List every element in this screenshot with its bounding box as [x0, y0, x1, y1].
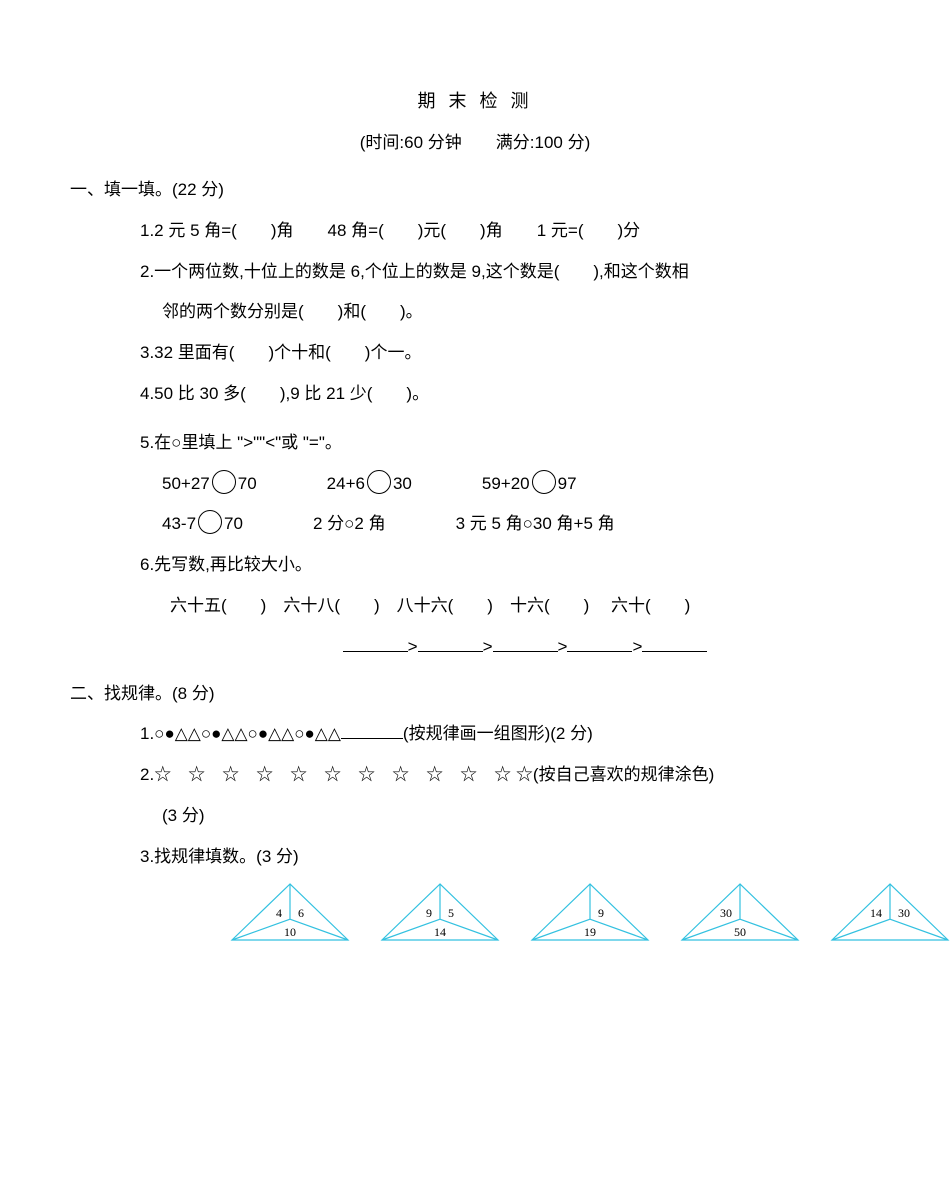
q2-1-tail: (按规律画一组图形)(2 分): [403, 724, 593, 743]
svg-text:9: 9: [598, 906, 604, 920]
q2-1: 1.○●△△○●△△○●△△○●△△ (按规律画一组图形)(2 分): [70, 714, 880, 755]
q1-1: 1.2 元 5 角=( )角 48 角=( )元( )角 1 元=( )分: [70, 211, 880, 252]
cmp-right: 97: [558, 474, 577, 493]
svg-text:19: 19: [584, 925, 596, 939]
svg-text:4: 4: [276, 906, 282, 920]
section-1-header: 一、填一填。(22 分): [70, 170, 880, 211]
cmp-item: 24+6 30: [327, 464, 412, 505]
q1-5: 5.在○里填上 ">""<"或 "="。: [70, 423, 880, 464]
q1-5-row2: 43-7 70 2 分○2 角 3 元 5 角○30 角+5 角: [70, 504, 880, 545]
page-title: 期 末 检 测: [70, 80, 880, 123]
svg-text:9: 9: [426, 906, 432, 920]
page-subtitle: (时间:60 分钟 满分:100 分): [70, 123, 880, 164]
compare-circle: [532, 470, 556, 494]
blank-line: [642, 634, 707, 652]
section-1: 一、填一填。(22 分) 1.2 元 5 角=( )角 48 角=( )元( )…: [70, 170, 880, 668]
triangle-icon: 14 30: [830, 882, 950, 942]
compare-circle: [212, 470, 236, 494]
q1-6: 6.先写数,再比较大小。: [70, 545, 880, 586]
compare-circle: [367, 470, 391, 494]
cmp-item: 43-7 70: [162, 504, 243, 545]
q1-2a: 2.一个两位数,十位上的数是 6,个位上的数是 9,这个数是( ),和这个数相: [70, 252, 880, 293]
q2-2-points: (3 分): [70, 796, 880, 837]
q2-3: 3.找规律填数。(3 分): [70, 837, 880, 878]
svg-text:50: 50: [734, 925, 746, 939]
cmp-item: 3 元 5 角○30 角+5 角: [456, 504, 615, 545]
svg-text:30: 30: [720, 906, 732, 920]
pattern-shapes: 1.○●△△○●△△○●△△○●△△: [140, 724, 341, 743]
triangle-item: 3050: [680, 882, 800, 942]
q1-2b: 邻的两个数分别是( )和( )。: [70, 292, 880, 333]
blank-line: [493, 634, 558, 652]
cmp-left: 50+27: [162, 474, 210, 493]
cmp-right: 70: [224, 514, 243, 533]
triangle-icon: 919: [530, 882, 650, 942]
blank-line: [341, 721, 403, 739]
cmp-left: 59+20: [482, 474, 530, 493]
blank-line: [418, 634, 483, 652]
triangle-row: 4610951491930501430: [70, 882, 880, 942]
svg-text:14: 14: [434, 925, 446, 939]
triangle-item: 919: [530, 882, 650, 942]
q2-2: 2.☆ ☆ ☆ ☆ ☆ ☆ ☆ ☆ ☆ ☆ ☆ ☆(按自己喜欢的规律涂色): [70, 755, 880, 796]
triangle-item: 14 30: [830, 882, 950, 942]
cmp-item: 2 分○2 角: [313, 504, 386, 545]
q1-3: 3.32 里面有( )个十和( )个一。: [70, 333, 880, 374]
triangle-icon: 4 610: [230, 882, 350, 942]
triangle-icon: 3050: [680, 882, 800, 942]
compare-circle: [198, 510, 222, 534]
svg-text:30: 30: [898, 906, 910, 920]
svg-text:10: 10: [284, 925, 296, 939]
q2-2-head: 2.: [140, 765, 154, 784]
section-2: 二、找规律。(8 分) 1.○●△△○●△△○●△△○●△△ (按规律画一组图形)…: [70, 674, 880, 942]
cmp-item: 50+27 70: [162, 464, 257, 505]
blank-line: [343, 634, 408, 652]
triangle-item: 4 610: [230, 882, 350, 942]
q2-2-tail: (按自己喜欢的规律涂色): [533, 765, 714, 784]
svg-text:6: 6: [298, 906, 304, 920]
triangle-item: 9 514: [380, 882, 500, 942]
cmp-right: 30: [393, 474, 412, 493]
q1-6-numbers: 六十五( ) 六十八( ) 八十六( ) 十六( ) 六十( ): [70, 586, 880, 627]
blank-line: [567, 634, 632, 652]
triangle-icon: 9 514: [380, 882, 500, 942]
section-2-header: 二、找规律。(8 分): [70, 674, 880, 715]
cmp-right: 70: [238, 474, 257, 493]
stars: ☆ ☆ ☆ ☆ ☆ ☆ ☆ ☆ ☆ ☆ ☆ ☆: [154, 765, 533, 784]
svg-text:14: 14: [870, 906, 882, 920]
svg-text:5: 5: [448, 906, 454, 920]
q1-5-row1: 50+27 70 24+6 30 59+20 97: [70, 464, 880, 505]
q1-4: 4.50 比 30 多( ),9 比 21 少( )。: [70, 374, 880, 415]
cmp-item: 59+20 97: [482, 464, 577, 505]
cmp-left: 24+6: [327, 474, 365, 493]
cmp-left: 43-7: [162, 514, 196, 533]
q1-6-order: >>>>: [70, 627, 880, 668]
